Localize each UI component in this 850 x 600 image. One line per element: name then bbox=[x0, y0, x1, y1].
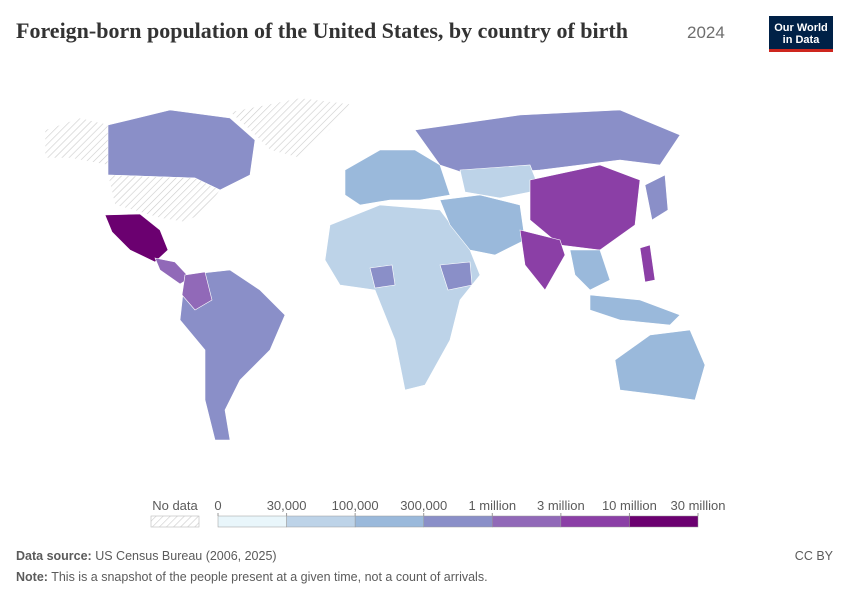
legend-bin bbox=[354, 515, 424, 528]
map bbox=[44, 97, 706, 441]
legend-tick-label: 1 million bbox=[468, 498, 516, 513]
middle-east bbox=[439, 194, 526, 256]
no-data-label: No data bbox=[152, 498, 198, 513]
greenland bbox=[229, 97, 351, 159]
legend-tick-label: 3 million bbox=[537, 498, 585, 513]
legend-tick-label: 30 million bbox=[671, 498, 726, 513]
philippines bbox=[639, 244, 656, 283]
nigeria bbox=[369, 264, 396, 289]
logo-bar bbox=[769, 49, 833, 52]
indonesia bbox=[589, 294, 681, 326]
japan-korea bbox=[644, 174, 669, 221]
source-text: US Census Bureau (2006, 2025) bbox=[95, 549, 276, 563]
alaska bbox=[44, 117, 111, 166]
legend-bin bbox=[560, 515, 630, 528]
china bbox=[529, 164, 641, 251]
legend-tick-label: 300,000 bbox=[400, 498, 447, 513]
note: Note: This is a snapshot of the people p… bbox=[16, 570, 488, 584]
russia bbox=[414, 109, 681, 176]
note-text: This is a snapshot of the people present… bbox=[51, 570, 487, 584]
central-asia bbox=[459, 164, 541, 199]
legend-tick-label: 30,000 bbox=[267, 498, 307, 513]
legend-tick-label: 10 million bbox=[602, 498, 657, 513]
africa bbox=[324, 204, 481, 391]
no-data-swatch bbox=[150, 515, 200, 528]
south-america bbox=[179, 269, 286, 441]
usa bbox=[107, 174, 221, 223]
india bbox=[519, 229, 566, 291]
ethiopia bbox=[439, 261, 473, 291]
legend-bin bbox=[217, 515, 287, 528]
license: CC BY bbox=[795, 549, 834, 563]
note-label: Note: bbox=[16, 570, 48, 584]
logo-box bbox=[769, 16, 833, 50]
colombia bbox=[181, 271, 213, 311]
legend-bin bbox=[423, 515, 493, 528]
legend-bin bbox=[286, 515, 356, 528]
mexico bbox=[104, 213, 169, 263]
southeast-asia bbox=[569, 249, 611, 291]
title: Foreign-born population of the United St… bbox=[16, 18, 628, 43]
year: 2024 bbox=[687, 23, 725, 42]
source-label: Data source: bbox=[16, 549, 92, 563]
logo-text: in Data bbox=[783, 34, 821, 46]
legend: No data 0 30,000 100,000 300,000 1 million 3 … bbox=[150, 498, 726, 528]
europe bbox=[344, 149, 451, 206]
logo: Our World in Data bbox=[769, 16, 833, 52]
legend-tick-label: 0 bbox=[214, 498, 221, 513]
australia bbox=[614, 329, 706, 401]
source: Data source: US Census Bureau (2006, 202… bbox=[16, 549, 277, 563]
legend-bin bbox=[629, 515, 699, 528]
legend-tick-label: 100,000 bbox=[332, 498, 379, 513]
legend-bin bbox=[492, 515, 562, 528]
logo-text: Our World bbox=[774, 22, 828, 34]
